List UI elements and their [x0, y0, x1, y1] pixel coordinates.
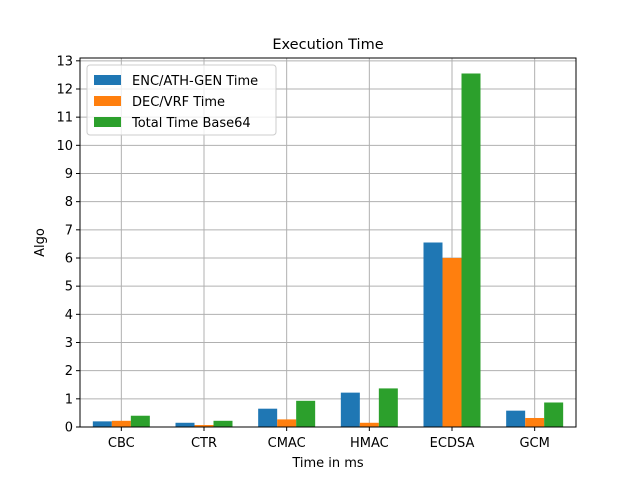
bar-cbc-series-3 [130, 415, 150, 427]
bar-gcm-series-2 [525, 417, 545, 427]
legend-label: Total Time Base64 [131, 116, 251, 131]
x-tick-label: CTR [191, 436, 217, 451]
bar-cbc-series-2 [111, 420, 131, 427]
legend-box [86, 64, 277, 136]
y-tick-label: 6 [65, 251, 73, 266]
y-tick-label: 11 [56, 111, 73, 126]
legend: ENC/ATH-GEN Time DEC/VRF Time Total Time B… [86, 64, 277, 136]
x-tick-label: HMAC [350, 436, 389, 451]
bar-hmac-series-1 [340, 392, 360, 427]
y-tick-label: 0 [65, 421, 73, 436]
legend-swatch [94, 117, 121, 127]
legend-swatch [94, 96, 121, 106]
x-tick-label: ECDSA [430, 436, 475, 451]
bar-gcm-series-3 [544, 402, 564, 427]
bar-ctr-series-3 [213, 420, 233, 427]
y-tick-label: 9 [65, 167, 73, 182]
y-tick-label: 10 [56, 139, 73, 154]
y-tick-label: 4 [65, 308, 73, 323]
legend-swatch [94, 75, 121, 85]
y-tick-label: 12 [56, 82, 73, 97]
bars-layer [92, 73, 564, 427]
bar-ctr-series-1 [175, 422, 195, 427]
bar-cbc-series-1 [92, 421, 112, 427]
y-tick-label: 5 [65, 280, 73, 295]
y-tick-label: 7 [65, 223, 73, 238]
bar-gcm-series-1 [506, 410, 526, 427]
legend-label: DEC/VRF Time [132, 95, 225, 110]
bar-cmac-series-2 [277, 419, 297, 427]
y-axis-label: Algo [33, 228, 48, 257]
bar-hmac-series-2 [359, 422, 379, 427]
chart-title: Execution Time [272, 37, 383, 53]
y-tick-label: 13 [56, 54, 73, 69]
y-tick-label: 2 [65, 364, 73, 379]
bar-cmac-series-3 [296, 400, 316, 427]
y-tick-label: 3 [65, 336, 73, 351]
bar-ecdsa-series-3 [461, 73, 481, 427]
x-tick-label: CMAC [268, 436, 306, 451]
y-tick-label: 8 [65, 195, 73, 210]
bar-ecdsa-series-1 [423, 242, 443, 427]
plot-frame [79, 57, 577, 428]
legend-label: ENC/ATH-GEN Time [132, 74, 258, 89]
x-tick-label: GCM [519, 436, 549, 451]
x-axis-label: Time in ms [291, 456, 364, 471]
bar-ecdsa-series-2 [442, 257, 462, 427]
y-tick-label: 1 [65, 392, 73, 407]
bar-ctr-series-2 [194, 425, 214, 427]
bar-cmac-series-1 [258, 408, 278, 427]
bar-hmac-series-3 [378, 388, 398, 427]
x-tick-label: CBC [108, 436, 135, 451]
